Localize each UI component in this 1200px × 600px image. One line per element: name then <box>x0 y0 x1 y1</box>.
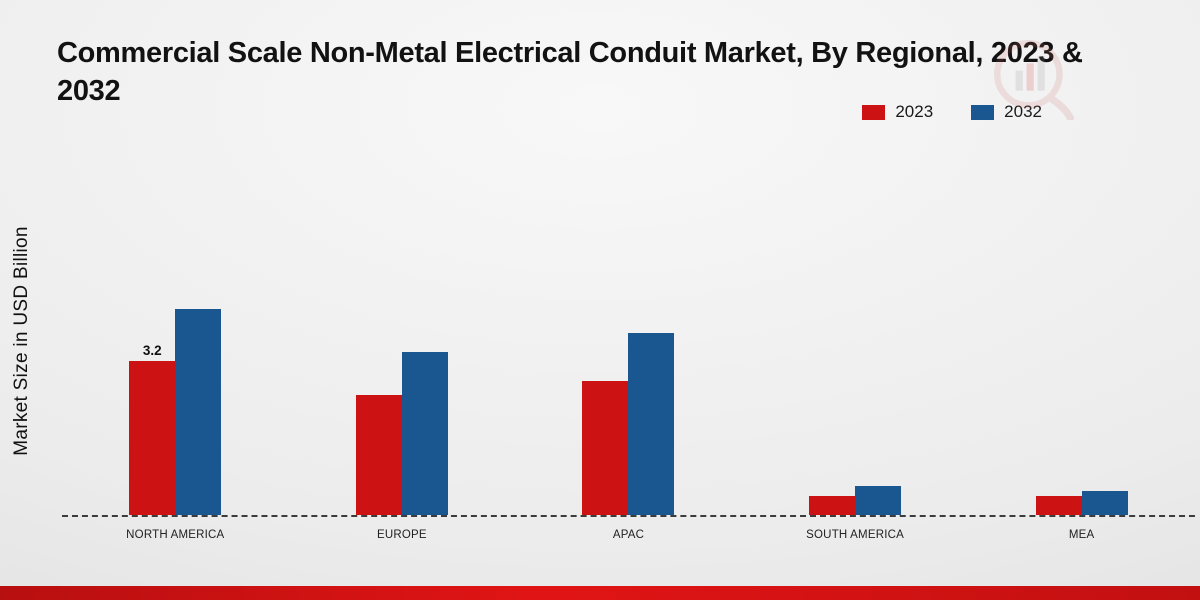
legend-item-2023: 2023 <box>862 102 933 122</box>
legend: 2023 2032 <box>862 102 1042 122</box>
category-label-apac: APAC <box>515 517 742 544</box>
category-label-text-mea: MEA <box>1068 529 1095 541</box>
bar-groups: 3.2 <box>62 305 1195 515</box>
bar-group-mea <box>968 305 1195 515</box>
bar-2023-south-america <box>809 496 856 515</box>
bar-group-north-america: 3.2 <box>62 305 289 515</box>
bar-2032-north-america <box>175 309 222 515</box>
legend-swatch-2032 <box>971 104 995 120</box>
bar-group-apac <box>515 305 742 515</box>
bar-2032-apac <box>628 333 675 515</box>
bar-2023-mea <box>1035 496 1082 515</box>
legend-label-2023: 2023 <box>895 102 934 121</box>
bar-value-label-north-america: 3.2 <box>142 343 162 358</box>
legend-swatch-2023 <box>862 104 886 120</box>
category-label-text-south-america: SOUTH AMERICA <box>806 529 904 541</box>
category-labels: NORTH AMERICA EUROPE APAC SOUTH AMERICA MEA <box>62 517 1195 544</box>
bar-group-europe <box>289 305 516 515</box>
bar-2023-europe <box>355 395 402 515</box>
category-label-text-north-america: NORTH AMERICA <box>126 529 225 541</box>
bar-2032-europe <box>401 352 448 515</box>
x-axis-baseline <box>62 515 1195 517</box>
legend-label-2032: 2032 <box>1004 102 1042 121</box>
category-label-mea: MEA <box>968 517 1195 544</box>
bar-2023-north-america <box>129 361 176 515</box>
bar-2032-south-america <box>855 486 902 515</box>
chart-title: Commercial Scale Non-Metal Electrical Co… <box>57 37 1083 108</box>
category-label-south-america: SOUTH AMERICA <box>742 517 969 544</box>
y-axis-label: Market Size in USD Billion <box>11 226 32 456</box>
category-label-north-america: NORTH AMERICA <box>62 517 289 544</box>
plot-area: 3.2 NORTH AMERICA EUROPE APAC SOUTH AMERICA… <box>62 305 1195 544</box>
bar-2023-apac <box>582 381 629 515</box>
footer-accent-bar <box>0 586 1200 600</box>
legend-item-2032: 2032 <box>971 102 1042 122</box>
category-label-europe: EUROPE <box>289 517 516 544</box>
category-label-text-apac: APAC <box>612 529 645 541</box>
bar-group-south-america <box>742 305 969 515</box>
category-label-text-europe: EUROPE <box>377 529 427 541</box>
bar-2032-mea <box>1081 491 1128 515</box>
